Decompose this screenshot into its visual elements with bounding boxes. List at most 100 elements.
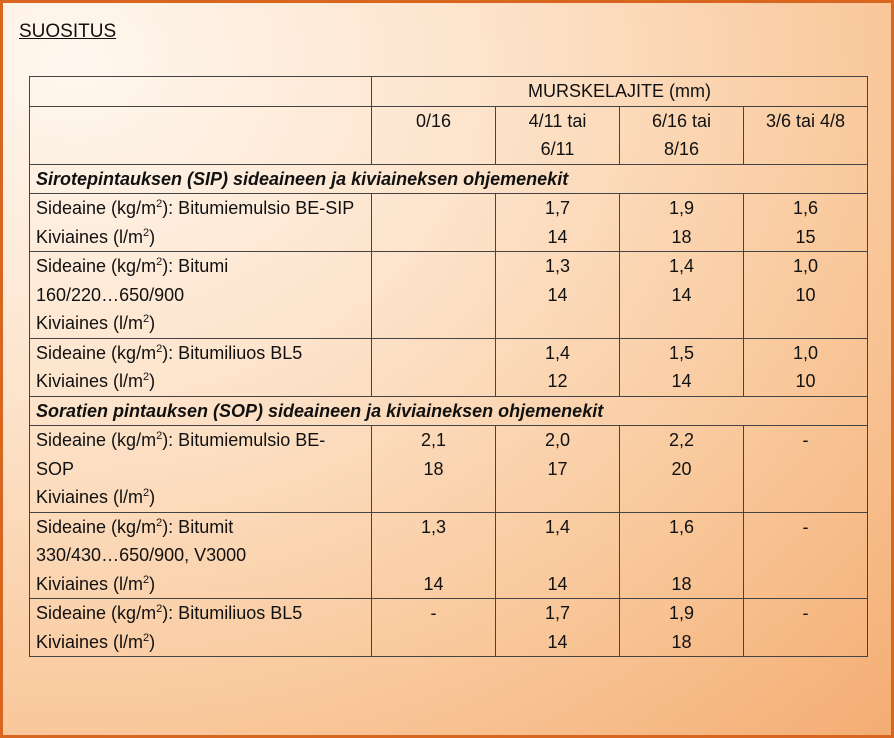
table-row: Sideaine (kg/m2): Bitumit 330/430…650/900…	[29, 511, 869, 599]
text-fragment: )	[149, 226, 156, 247]
value-cell: 1,6 18	[619, 511, 744, 599]
description-line: Kiviaines (l/m2)	[36, 309, 365, 338]
column-header-line: 8/16	[663, 139, 700, 159]
value-line: 18	[671, 226, 692, 247]
text-fragment: Sideaine (kg/m	[36, 256, 157, 276]
value-line: 1,3	[420, 516, 447, 537]
description-line: 160/220…650/900	[36, 281, 365, 310]
value-line: -	[802, 603, 809, 623]
text-fragment: Sideaine (kg/m	[36, 516, 157, 537]
description-line: 330/430…650/900, V3000	[36, 541, 365, 570]
description-line: Kiviaines (l/m2)	[36, 223, 365, 252]
value-line: 2,2	[668, 430, 695, 450]
value-line: -	[430, 603, 437, 623]
column-header-3: 3/6 tai 4/8	[742, 105, 869, 165]
table-row: Sideaine (kg/m2): Bitumiemulsio BE- SOP Ki…	[29, 425, 869, 513]
value-cell	[371, 251, 496, 339]
row-description: Sideaine (kg/m2): Bitumiliuos BL5 Kiviain…	[29, 337, 372, 397]
value-line: 1,4	[544, 342, 571, 363]
description-line: SOP	[36, 455, 365, 484]
header-row-columns: 0/16 4/11 tai 6/11 6/16 tai 8/16 3/6 tai 4/8	[29, 105, 869, 165]
text-fragment: Sideaine (kg/m	[36, 198, 157, 218]
column-header-1: 4/11 tai 6/11	[495, 105, 620, 165]
table-row: Sideaine (kg/m2): Bitumi 160/220…650/900 K…	[29, 251, 869, 339]
value-line	[502, 541, 613, 570]
value-cell: 1,5 14	[619, 337, 744, 397]
row-description: Sideaine (kg/m2): Bitumit 330/430…650/900…	[29, 511, 372, 599]
text-fragment: )	[149, 487, 156, 507]
value-line: 1,5	[668, 342, 695, 363]
value-line: 18	[671, 631, 692, 652]
value-cell: 1,7 14	[495, 193, 620, 252]
text-fragment: )	[149, 371, 156, 391]
column-header-2: 6/16 tai 8/16	[619, 105, 744, 165]
value-line: -	[802, 430, 809, 450]
header-empty-cell	[29, 76, 372, 107]
value-cell: 1,4 14	[495, 511, 620, 599]
value-line: 2,1	[420, 430, 447, 450]
value-cell: 1,3 14	[495, 251, 620, 339]
section-title: Soratien pintauksen (SOP) sideaineen ja …	[28, 395, 869, 426]
value-cell	[371, 337, 496, 397]
value-line: 14	[671, 371, 692, 391]
value-cell: -	[742, 425, 869, 513]
description-line: Sideaine (kg/m2): Bitumit	[36, 513, 365, 542]
column-header-line: 4/11 tai	[528, 110, 587, 131]
text-fragment: )	[149, 313, 156, 333]
value-line: 14	[547, 226, 568, 247]
value-cell: 1,9 18	[619, 598, 744, 657]
text-fragment: Kiviaines (l/m	[36, 631, 144, 652]
column-header-0: 0/16	[371, 105, 496, 165]
table-row: Sideaine (kg/m2): Bitumiliuos BL5 Kiviain…	[29, 598, 869, 657]
value-cell: 1,3 14	[371, 511, 496, 599]
value-cell: 2,0 17	[495, 425, 620, 513]
superscript: 2	[143, 573, 150, 586]
value-line: 1,6	[792, 198, 819, 218]
column-header-line: 6/16 tai	[651, 110, 712, 131]
column-header-line: 6/11	[540, 139, 575, 159]
value-line: 1,9	[668, 198, 695, 218]
value-line: 1,0	[792, 256, 819, 276]
text-fragment: ): Bitumiliuos BL5	[162, 342, 303, 363]
superscript: 2	[156, 430, 163, 442]
header-row-group: MURSKELAJITE (mm)	[29, 76, 869, 107]
value-line: 14	[547, 631, 568, 652]
value-cell: 1,9 18	[619, 193, 744, 252]
value-line	[626, 541, 737, 570]
row-description: Sideaine (kg/m2): Bitumiliuos BL5 Kiviain…	[29, 598, 372, 657]
text-fragment: Kiviaines (l/m	[36, 313, 144, 333]
superscript: 2	[143, 487, 150, 499]
column-header-line: 3/6 tai 4/8	[765, 110, 846, 131]
value-cell: 2,2 20	[619, 425, 744, 513]
text-fragment: 160/220…650/900	[36, 284, 185, 305]
value-line: 2,0	[544, 430, 571, 450]
text-fragment: )	[149, 631, 156, 652]
value-cell: 1,6 15	[742, 193, 869, 252]
value-line: 18	[423, 458, 444, 479]
superscript: 2	[156, 603, 163, 615]
value-line: 15	[795, 226, 816, 247]
table-body: MURSKELAJITE (mm) 0/16 4/11 tai 6/11 6/16 t…	[28, 76, 869, 657]
text-fragment: ): Bitumit	[162, 516, 234, 537]
value-line: 1,0	[792, 342, 819, 363]
row-description: Sideaine (kg/m2): Bitumiemulsio BE- SOP Ki…	[29, 425, 372, 513]
row-description: Sideaine (kg/m2): Bitumi 160/220…650/900 K…	[29, 251, 372, 339]
value-line: 1,4	[668, 256, 695, 276]
text-fragment: ): Bitumiliuos BL5	[162, 603, 303, 623]
value-line	[378, 541, 489, 570]
table-row: Sideaine (kg/m2): Bitumiemulsio BE-SIP Ki…	[29, 193, 869, 252]
value-cell: -	[371, 598, 496, 657]
section-row: Sirotepintauksen (SIP) sideaineen ja kiv…	[28, 163, 869, 194]
description-line: Kiviaines (l/m2)	[36, 483, 365, 512]
text-fragment: )	[149, 573, 156, 594]
value-line: 14	[547, 284, 568, 305]
value-cell: 1,4 12	[495, 337, 620, 397]
text-fragment: ): Bitumiemulsio BE-SIP	[162, 198, 355, 218]
value-line: 20	[671, 458, 692, 479]
value-cell: 1,4 14	[619, 251, 744, 339]
value-line: 14	[547, 573, 568, 594]
description-line: Sideaine (kg/m2): Bitumiemulsio BE-SIP	[36, 194, 365, 223]
superscript: 2	[143, 631, 150, 644]
value-line: 14	[423, 573, 444, 594]
